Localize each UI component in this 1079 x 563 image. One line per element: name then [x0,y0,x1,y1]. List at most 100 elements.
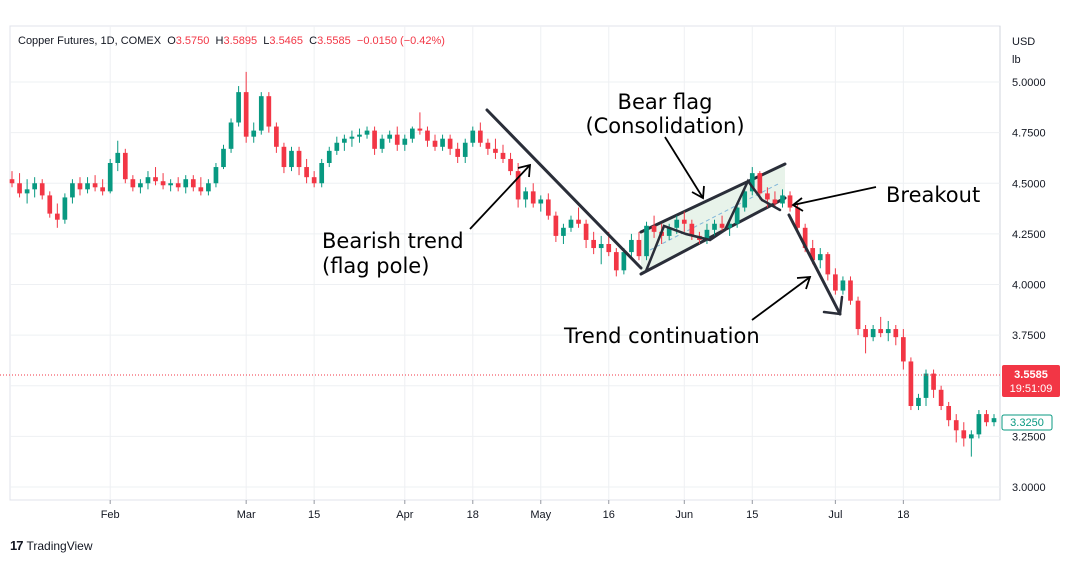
candle-body [447,138,453,149]
candle-body [629,239,634,253]
candle-body [500,152,506,159]
candle-body [175,183,181,188]
candle-down [553,211,559,242]
candle-down [825,252,831,281]
candle-down [266,92,272,133]
candle-body [583,223,589,240]
flag-channel-bottom [639,196,787,276]
candle-up [145,171,151,190]
candle-up [349,130,355,147]
candle-body [530,191,536,204]
candle-up [538,195,544,212]
candle-body [848,280,853,301]
candle-body [160,181,166,186]
candle-down [9,171,15,188]
candle-down [636,231,642,261]
candle-body [840,280,846,291]
candle-up [32,177,38,198]
currency-label: USD [1012,36,1035,48]
candle-down [477,122,483,147]
candle-down [931,369,936,398]
symbol-legend[interactable]: Copper Futures, 1D, COMEX O3.5750 H3.589… [18,35,445,47]
candle-body [515,171,521,200]
candle-up [183,175,189,194]
candle-down [304,158,309,184]
candle-up [885,320,891,342]
candle-body [213,167,219,184]
candle-body [54,213,60,220]
price-tick-label: 4.0000 [1012,280,1046,292]
bearish-trend-label: Bearish trend [322,229,464,253]
candle-body [130,179,136,188]
price-tick-label: 3.2500 [1012,431,1046,443]
tradingview-attribution[interactable]: 17 TradingView [10,538,93,553]
candle-down [311,171,317,188]
time-axis[interactable]: Feb Mar 15 Apr 18 May 16 Jun 15 Jul 18 [101,500,910,521]
candle-body [258,96,264,131]
candle-up [364,126,370,139]
candle-up [968,430,974,457]
candle-up [213,163,219,188]
continuation-pointer [751,276,811,321]
candle-body [901,337,906,362]
time-tick-label: 15 [746,509,758,521]
candle-body [266,96,272,127]
breakout-pointer-head [791,197,804,212]
candle-body [961,430,967,439]
candle-body [281,146,287,168]
candle-body [107,163,113,192]
candle-up [402,134,408,151]
candle-down [455,142,461,163]
candle-body [651,225,657,232]
candle-up [24,179,30,204]
candle-body [734,207,740,224]
candle-down [447,134,453,155]
candle-up [561,223,566,244]
candle-up [379,134,385,153]
candle-up [568,215,574,232]
candle-up [334,136,340,155]
candle-body [236,92,241,123]
candle-up [107,158,113,194]
candle-body [833,274,838,291]
candle-down [953,414,959,443]
candle-body [477,130,483,143]
candle-body [122,152,128,180]
candle-body [440,138,445,147]
candle-up [236,86,241,127]
candle-body [364,130,370,135]
candle-body [863,329,868,338]
candle-body [636,239,642,257]
candle-body [62,197,68,220]
candle-body [621,252,627,271]
candle-down [100,179,105,196]
candle-down [417,112,423,135]
candle-up [742,187,748,212]
bear-flag-pointer-head [691,185,705,200]
candle-body [984,414,989,423]
candle-down [515,163,521,208]
candle-down [901,329,906,370]
candle-up [289,146,294,172]
candle-down [757,171,763,200]
symbol-name: Copper Futures, 1D, COMEX [18,35,162,47]
candle-up [138,179,143,194]
candle-down [485,138,491,155]
candle-up [734,203,740,228]
close-value: 3.5585 [317,35,351,47]
candle-up [704,223,710,244]
candle-down [938,385,944,411]
price-axis[interactable]: 3.00003.25003.50003.75004.00004.25004.50… [1012,77,1046,494]
candle-down [243,71,249,143]
candle-down [681,211,687,232]
candle-body [553,215,559,236]
grid [9,25,1001,501]
candle-down [425,126,430,147]
candle-body [319,163,325,184]
low-label: L [263,35,270,47]
price-tick-label: 5.0000 [1012,77,1046,89]
candle-body [561,227,566,236]
change-value: −0.0150 (−0.42%) [356,35,445,47]
candle-body [802,227,808,249]
